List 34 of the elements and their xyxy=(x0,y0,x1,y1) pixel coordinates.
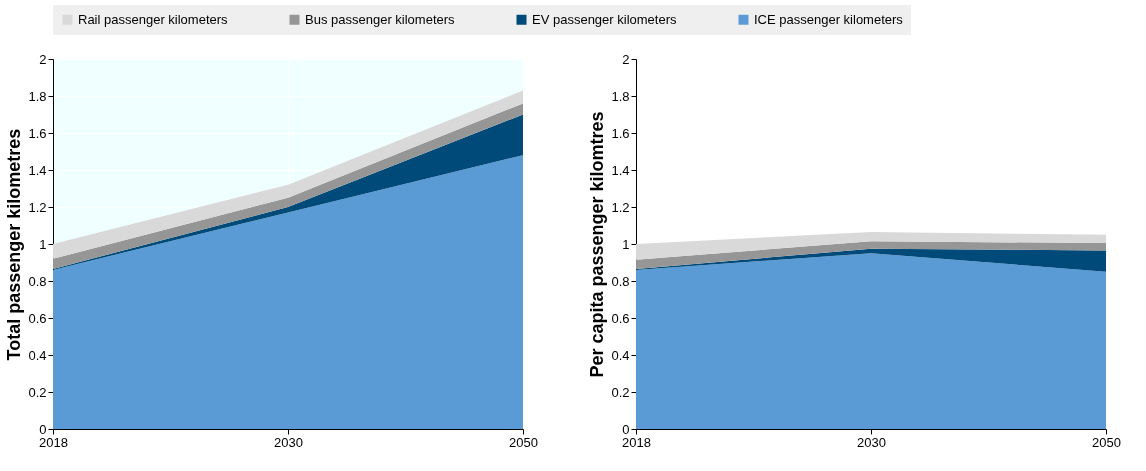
x-tick-label: 2018 xyxy=(622,434,651,450)
y-tick-label: 1.2 xyxy=(611,199,630,215)
y-tick-label: 1.6 xyxy=(611,125,630,141)
y-tick-label: 0.4 xyxy=(28,347,47,363)
legend-label: Rail passenger kilometers xyxy=(78,11,229,27)
y-tick-label: 0 xyxy=(622,421,630,437)
y-tick-label: 1.6 xyxy=(28,125,47,141)
x-tick-label: 2030 xyxy=(857,434,886,450)
y-tick-label: 0.8 xyxy=(28,273,47,289)
y-tick-label: 1 xyxy=(39,236,47,252)
y-tick-label: 2 xyxy=(622,51,630,67)
y-tick-label: 0.4 xyxy=(611,347,630,363)
y-axis-title: Per capita passenger kilomtres xyxy=(587,111,608,378)
y-tick-label: 0.2 xyxy=(28,384,47,400)
y-tick-label: 0 xyxy=(39,421,47,437)
y-tick-label: 0.6 xyxy=(611,310,630,326)
legend-label: Bus passenger kilometers xyxy=(305,11,456,27)
y-tick-label: 0.6 xyxy=(28,310,47,326)
y-tick-label: 0.8 xyxy=(611,273,630,289)
x-tick-label: 2018 xyxy=(39,434,68,450)
x-tick-label: 2050 xyxy=(1092,434,1121,450)
y-tick-label: 1.2 xyxy=(28,199,47,215)
y-tick-label: 2 xyxy=(39,51,47,67)
y-tick-label: 1 xyxy=(622,236,630,252)
legend-label: EV passenger kilometers xyxy=(532,11,678,27)
y-tick-label: 1.8 xyxy=(28,88,47,104)
y-tick-label: 1.4 xyxy=(28,162,47,178)
y-axis-title: Total passenger kilometres xyxy=(4,128,25,361)
y-tick-label: 1.8 xyxy=(611,88,630,104)
y-tick-label: 0.2 xyxy=(611,384,630,400)
x-tick-label: 2050 xyxy=(509,434,538,450)
y-tick-label: 1.4 xyxy=(611,162,630,178)
x-tick-label: 2030 xyxy=(274,434,303,450)
legend-label: ICE passenger kilometers xyxy=(754,11,904,27)
